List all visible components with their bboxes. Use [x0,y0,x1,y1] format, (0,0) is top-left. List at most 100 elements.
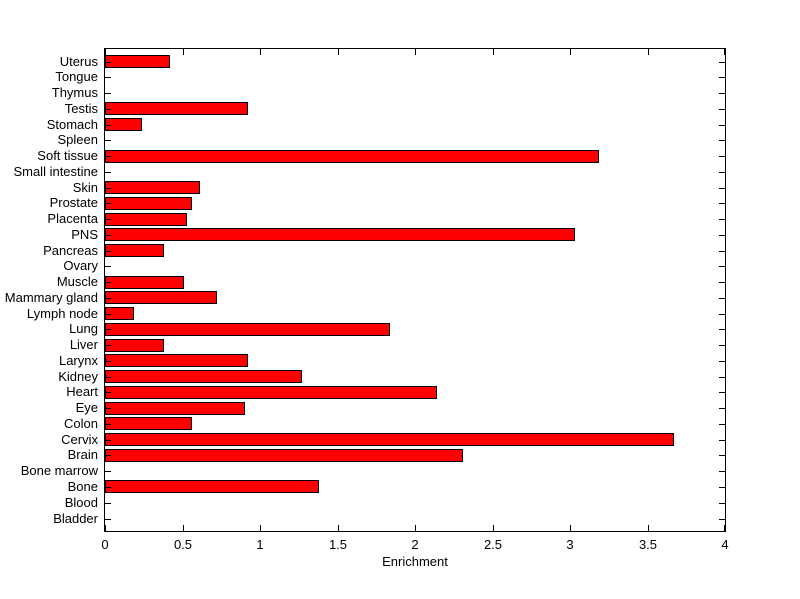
y-tick-mark [105,93,111,95]
y-tick-mark [105,455,111,457]
y-tick-mark [105,171,111,173]
y-tick-mark [105,203,111,205]
y-tick-mark [105,313,111,315]
y-tick-mark [719,187,725,189]
y-tick-mark [719,282,725,284]
y-tick-mark [719,156,725,158]
bar-skin [105,181,200,195]
plot-area [104,48,726,532]
y-tick-mark [719,108,725,110]
y-tick-mark [719,234,725,236]
y-tick-mark [105,408,111,410]
y-tick-mark [719,502,725,504]
x-axis-title: Enrichment [382,554,448,569]
x-tick-mark [493,49,494,55]
y-tick-label-tongue: Tongue [55,69,98,85]
bar-mammary-gland [105,291,217,305]
y-tick-label-ovary: Ovary [63,258,98,274]
y-tick-mark [105,234,111,236]
y-tick-label-lymph-node: Lymph node [26,305,98,321]
y-tick-mark [719,518,725,520]
y-tick-label-lung: Lung [69,321,98,337]
y-tick-label-eye: Eye [75,400,98,416]
x-tick-label-4: 4 [721,537,729,552]
y-tick-mark [719,203,725,205]
y-tick-mark [719,455,725,457]
x-tick-label-3: 3 [566,537,574,552]
y-tick-mark [719,250,725,252]
x-tick-mark [338,525,339,531]
y-tick-mark [719,171,725,173]
y-tick-mark [105,77,111,79]
bar-lung [105,322,391,336]
y-tick-mark [719,408,725,410]
x-tick-label-0: 0 [101,537,109,552]
y-tick-mark [719,345,725,347]
y-tick-mark [105,108,111,110]
y-tick-label-liver: Liver [69,337,98,353]
x-tick-label-3-5: 3.5 [638,537,658,552]
y-tick-label-bladder: Bladder [53,510,98,526]
bar-heart [105,385,437,399]
bar-larynx [105,354,248,368]
y-tick-label-prostate: Prostate [49,195,98,211]
bar-liver [105,338,164,352]
y-tick-mark [105,250,111,252]
y-tick-label-uterus: Uterus [59,53,98,69]
y-tick-mark [719,93,725,95]
x-tick-mark [183,49,184,55]
y-tick-label-spleen: Spleen [57,132,98,148]
y-tick-mark [719,439,725,441]
bar-kidney [105,370,302,384]
y-tick-mark [719,61,725,63]
bar-muscle [105,275,185,289]
bar-placenta [105,212,188,226]
y-tick-label-larynx: Larynx [58,352,98,368]
y-tick-mark [105,329,111,331]
y-tick-mark [105,423,111,425]
y-tick-mark [105,219,111,221]
y-tick-mark [719,392,725,394]
y-tick-label-thymus: Thymus [51,85,98,101]
bar-prostate [105,196,192,210]
y-tick-mark [719,266,725,268]
y-tick-mark [105,61,111,63]
y-tick-label-mammary-gland: Mammary gland [4,289,98,305]
bar-pancreas [105,244,164,258]
y-tick-label-heart: Heart [66,384,98,400]
y-tick-label-placenta: Placenta [47,211,98,227]
x-tick-mark [415,49,416,55]
x-tick-mark [648,49,649,55]
x-tick-mark [724,525,725,531]
x-tick-mark [570,49,571,55]
x-tick-mark [493,525,494,531]
x-tick-mark [260,49,261,55]
bar-colon [105,417,192,431]
y-tick-mark [105,376,111,378]
bar-pns [105,228,575,242]
y-tick-mark [719,376,725,378]
y-tick-label-colon: Colon [64,415,98,431]
y-tick-label-kidney: Kidney [58,368,98,384]
bar-testis [105,102,248,116]
y-tick-mark [105,282,111,284]
y-tick-mark [719,329,725,331]
x-tick-label-2: 2 [411,537,419,552]
y-tick-label-stomach: Stomach [46,116,98,132]
x-tick-mark [648,525,649,531]
y-tick-mark [105,439,111,441]
y-tick-mark [105,266,111,268]
y-tick-mark [105,502,111,504]
x-tick-label-1-5: 1.5 [328,537,348,552]
x-tick-mark [183,525,184,531]
y-tick-label-blood: Blood [64,494,98,510]
y-tick-mark [719,423,725,425]
y-tick-mark [105,187,111,189]
bar-brain [105,448,464,462]
y-tick-mark [105,486,111,488]
x-tick-label-0-5: 0.5 [173,537,193,552]
y-tick-mark [105,471,111,473]
y-tick-mark [719,486,725,488]
y-tick-label-testis: Testis [64,100,98,116]
y-tick-label-bone: Bone [67,478,98,494]
